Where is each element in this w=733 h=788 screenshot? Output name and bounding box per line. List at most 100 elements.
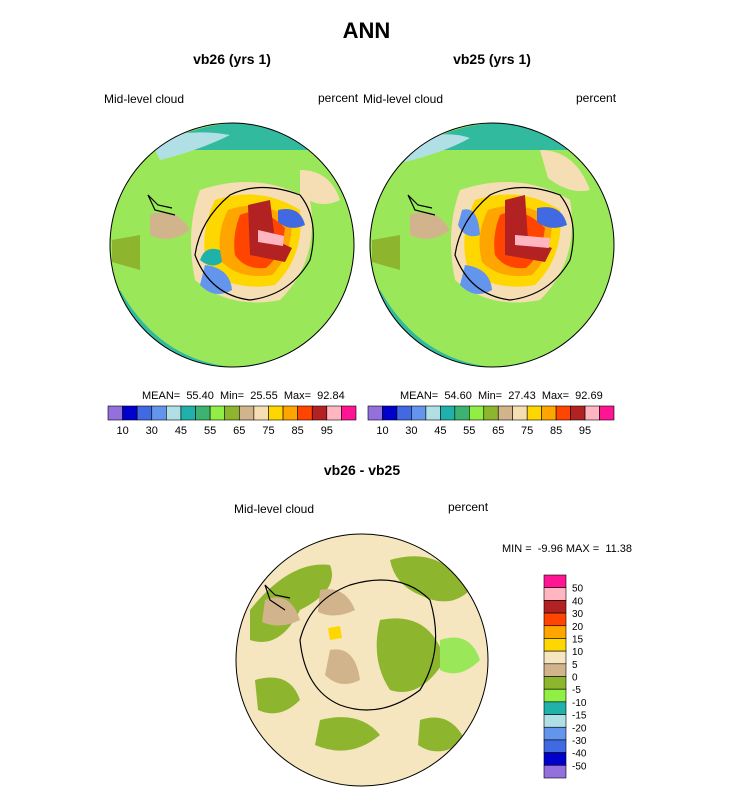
diff-colorbar-tick-label: -10: [572, 698, 587, 709]
left-colorbar-tick-label: 85: [292, 425, 304, 437]
diff-colorbar-tick-label: -5: [572, 685, 581, 696]
left-colorbar-swatch: [224, 405, 240, 421]
left-colorbar-swatch: [326, 405, 342, 421]
right-map-border: [369, 122, 615, 368]
diff-colorbar-tick-label: 20: [572, 622, 584, 633]
diff-map-border: [235, 533, 489, 787]
left-colorbar-tick-label: 75: [262, 425, 274, 437]
right-colorbar-swatch: [541, 405, 557, 421]
diff-colorbar-tick-label: 40: [572, 596, 584, 607]
right-colorbar-swatch: [367, 405, 383, 421]
right-colorbar-swatch: [382, 405, 398, 421]
right-panel-subtitle: vb25 (yrs 1): [453, 51, 531, 67]
left-colorbar-swatch: [268, 405, 284, 421]
diff-panel-variable-label: Mid-level cloud: [234, 502, 315, 516]
diff-colorbar-swatch: [543, 600, 567, 614]
right-colorbar: 10 30 45 55 65 75 85 95: [367, 405, 615, 437]
diff-colorbar-tick-label: -30: [572, 736, 587, 747]
diff-colorbar-swatch: [543, 612, 567, 627]
left-colorbar-swatch: [238, 405, 255, 421]
right-colorbar-swatch: [584, 405, 600, 421]
left-panel-stats: MEAN= 55.40 Min= 25.55 Max= 92.84: [142, 390, 345, 402]
diff-map: [236, 534, 488, 786]
left-colorbar-swatch: [311, 405, 328, 421]
right-colorbar-tick-label: 55: [463, 425, 475, 437]
left-map-border: [109, 122, 355, 368]
left-colorbar-swatch: [151, 405, 167, 421]
right-colorbar-swatch: [483, 405, 499, 421]
left-colorbar-tick-label: 65: [233, 425, 245, 437]
right-colorbar-swatch: [570, 405, 586, 421]
left-colorbar-swatch: [180, 405, 196, 421]
right-colorbar-tick-label: 85: [550, 425, 562, 437]
left-panel-units-label: percent: [318, 91, 359, 105]
diff-colorbar-swatch: [543, 752, 567, 766]
right-panel-variable-label: Mid-level cloud: [363, 92, 444, 106]
diff-colorbar-tick-label: -40: [572, 749, 587, 760]
right-colorbar-swatch: [512, 405, 528, 421]
right-colorbar-tick-label: 75: [521, 425, 533, 437]
diff-colorbar-swatch: [543, 739, 567, 753]
diff-colorbar-swatch: [543, 765, 567, 779]
right-colorbar-swatch: [526, 405, 542, 421]
right-colorbar-swatch: [411, 405, 427, 421]
diff-colorbar-swatch: [543, 701, 567, 715]
right-panel-units-label: percent: [576, 91, 617, 105]
diff-colorbar-swatch: [543, 625, 567, 639]
right-colorbar-swatch: [555, 405, 571, 421]
diff-colorbar-swatch: [543, 574, 567, 588]
diff-colorbar-tick-label: -20: [572, 723, 587, 734]
diff-colorbar-tick-label: 5: [572, 660, 578, 671]
left-colorbar-swatch: [107, 405, 123, 421]
right-colorbar-swatch: [440, 405, 456, 421]
left-colorbar-swatch: [297, 405, 313, 421]
diff-colorbar-tick-label: 15: [572, 634, 584, 645]
right-colorbar-swatch: [396, 405, 412, 421]
right-colorbar-swatch: [468, 405, 485, 421]
right-colorbar-swatch: [425, 405, 441, 421]
diff-colorbar-tick-label: 30: [572, 609, 584, 620]
left-colorbar-swatch: [136, 405, 153, 421]
left-panel-variable-label: Mid-level cloud: [104, 92, 185, 106]
right-colorbar-tick-label: 65: [492, 425, 504, 437]
diff-colorbar-swatch: [543, 688, 567, 703]
left-colorbar-tick-label: 95: [321, 425, 333, 437]
diff-colorbar-swatch: [543, 714, 567, 728]
diff-colorbar-swatch: [543, 663, 567, 677]
left-colorbar-swatch: [195, 405, 211, 421]
left-panel-subtitle: vb26 (yrs 1): [193, 51, 271, 67]
left-colorbar-tick-label: 10: [116, 425, 128, 437]
right-colorbar-tick-label: 10: [376, 425, 388, 437]
left-colorbar-tick-label: 45: [175, 425, 187, 437]
diff-colorbar-swatch: [543, 676, 567, 690]
left-colorbar-swatch: [209, 405, 226, 421]
left-colorbar: 10 30 45 55 65 75 85 95: [107, 405, 357, 437]
diff-colorbar-swatch: [543, 638, 567, 652]
diff-colorbar-tick-label: 0: [572, 673, 578, 684]
figure-title: ANN: [342, 18, 391, 43]
left-map: [110, 123, 354, 367]
diff-panel-stats: MIN = -9.96 MAX = 11.38: [502, 543, 633, 555]
right-colorbar-swatch: [599, 405, 615, 421]
diff-colorbar-tick-label: -50: [572, 761, 587, 772]
diff-colorbar-tick-label: 10: [572, 647, 584, 658]
right-colorbar-swatch: [454, 405, 470, 421]
diff-colorbar-swatch: [543, 650, 567, 665]
left-colorbar-tick-label: 30: [146, 425, 158, 437]
left-colorbar-swatch: [282, 405, 298, 421]
left-colorbar-swatch: [253, 405, 269, 421]
right-colorbar-swatch: [497, 405, 514, 421]
left-colorbar-swatch: [341, 405, 357, 421]
diff-colorbar-swatch: [543, 726, 567, 741]
diff-colorbar-tick-label: -15: [572, 711, 587, 722]
left-colorbar-swatch: [166, 405, 182, 421]
diff-panel-subtitle: vb26 - vb25: [323, 462, 401, 478]
right-colorbar-tick-label: 45: [434, 425, 446, 437]
diff-colorbar-tick-label: 50: [572, 584, 584, 595]
diff-panel-units-label: percent: [448, 500, 489, 514]
diff-colorbar-swatch: [543, 587, 567, 601]
right-colorbar-tick-label: 30: [405, 425, 417, 437]
left-colorbar-tick-label: 55: [204, 425, 216, 437]
